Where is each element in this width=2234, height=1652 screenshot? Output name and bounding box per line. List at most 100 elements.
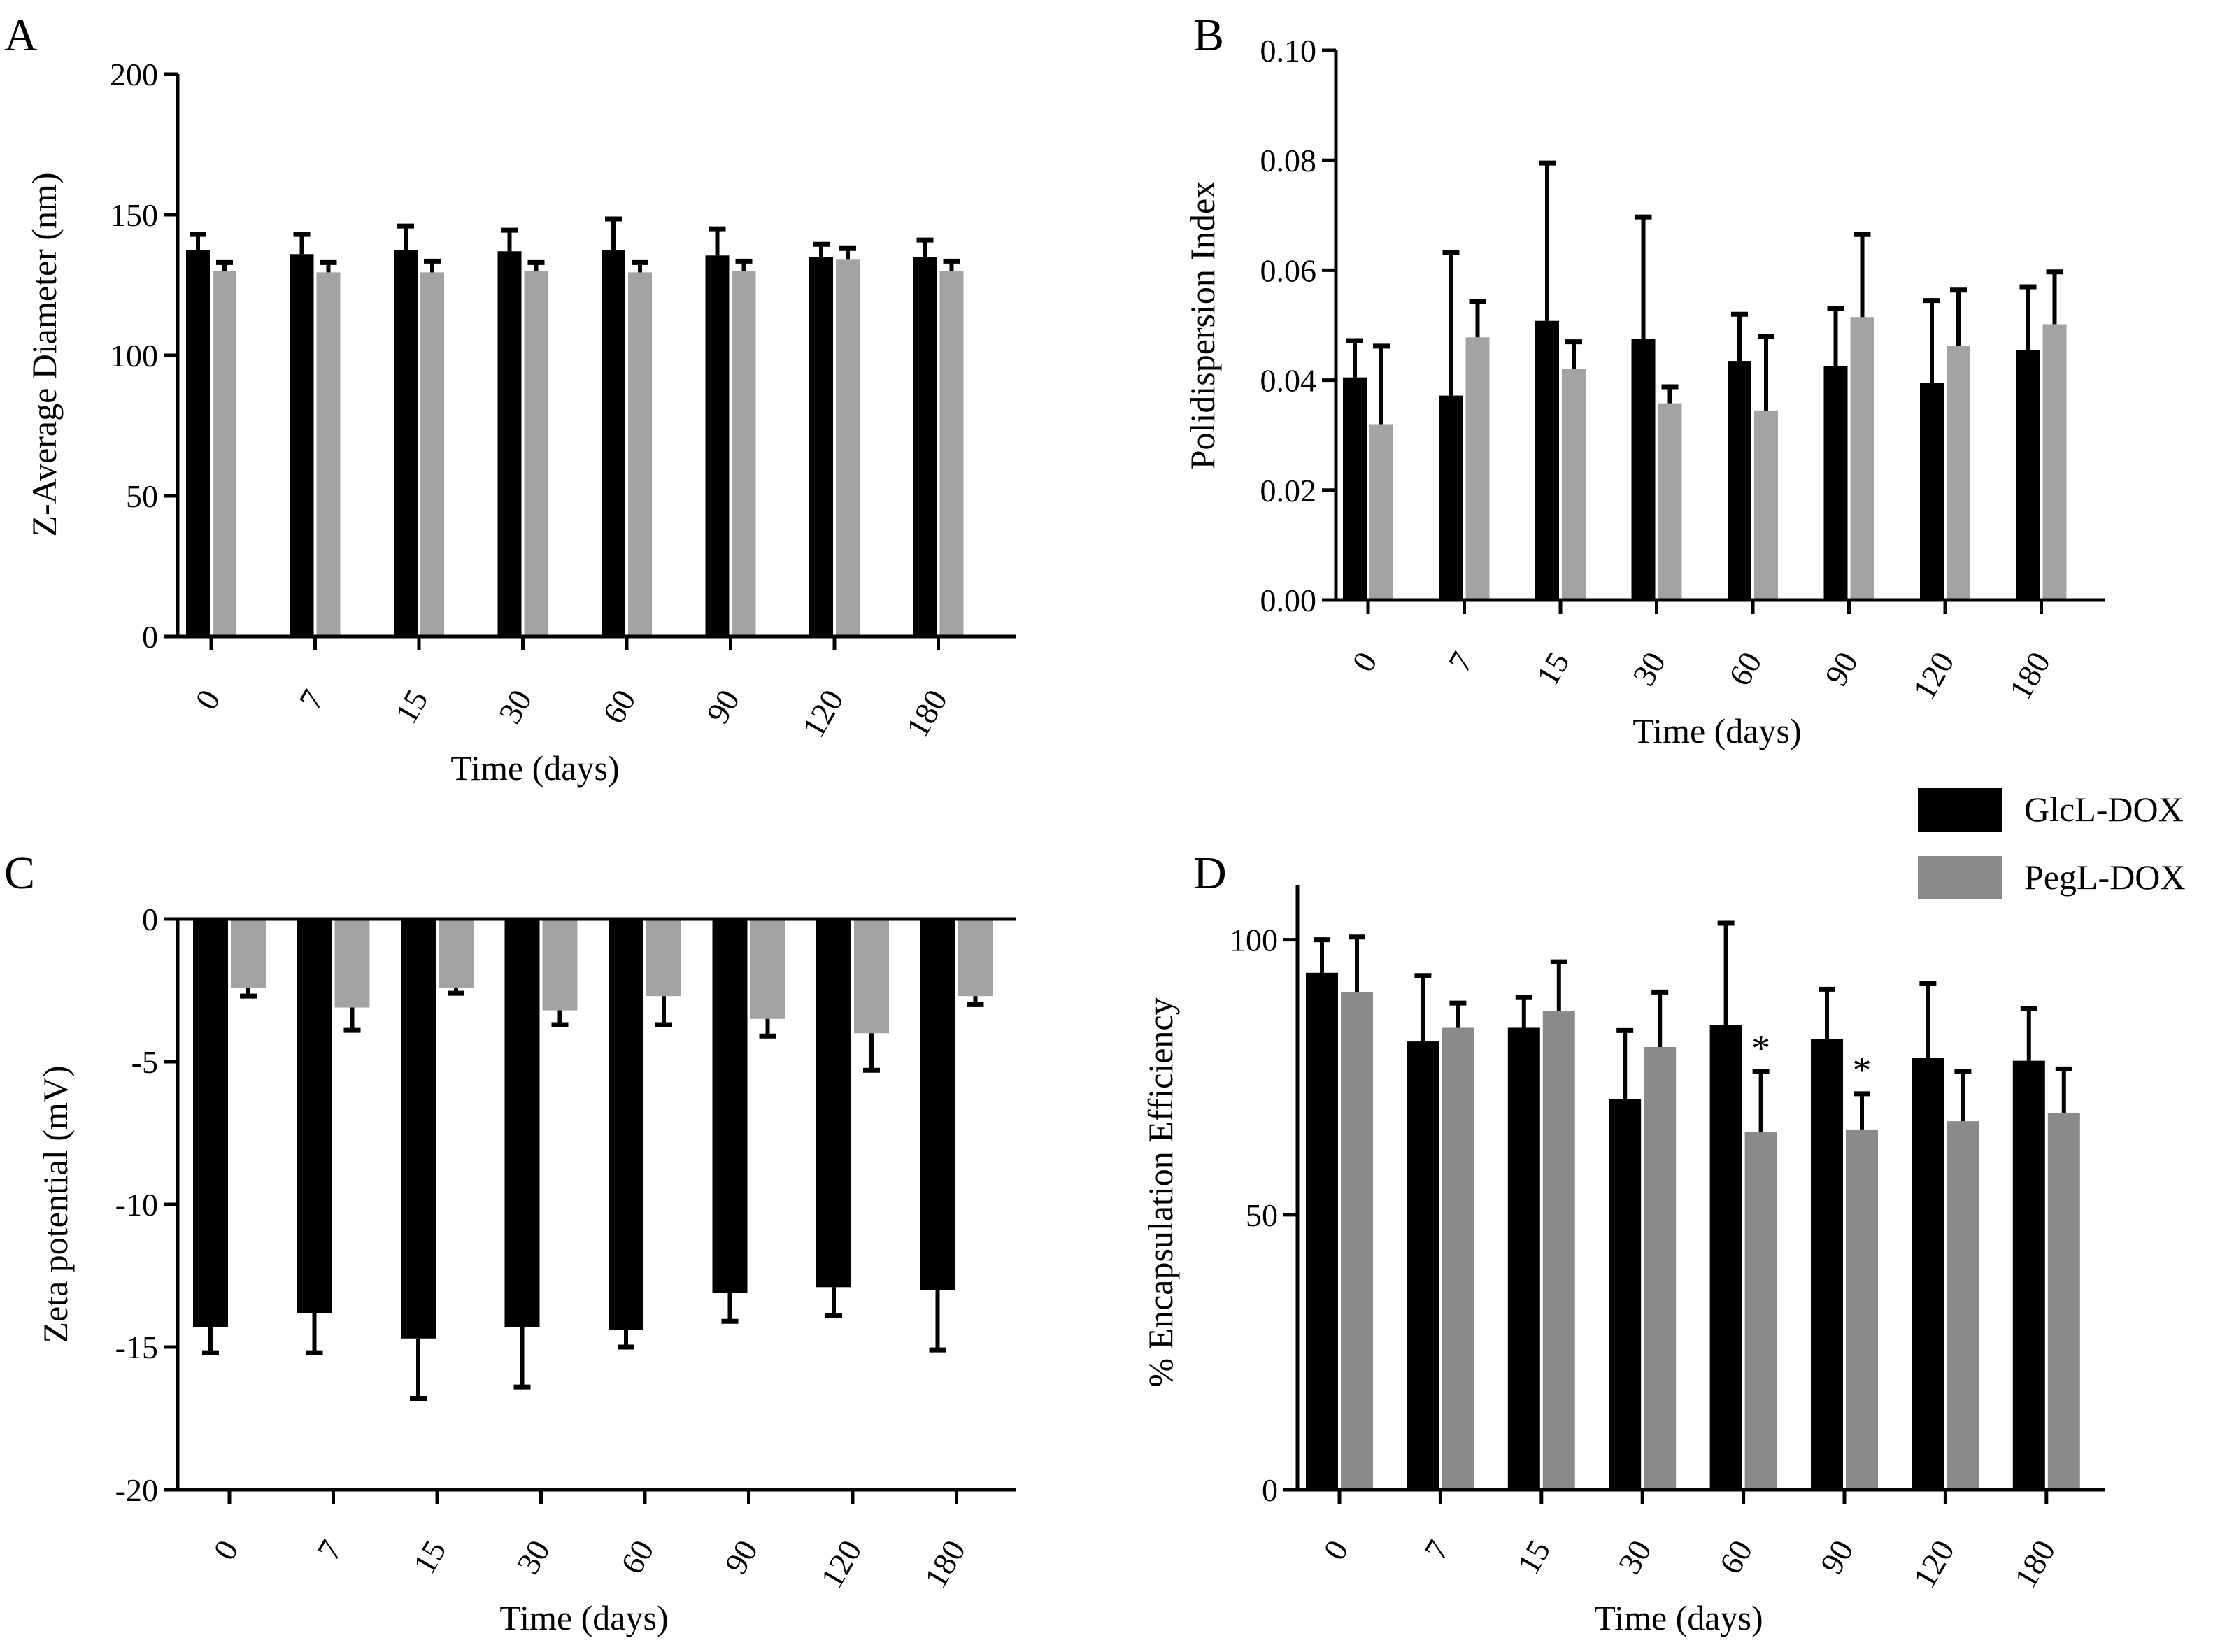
bar-glcl-dox-15 — [394, 250, 418, 636]
bar-pegl-dox-15 — [439, 919, 474, 988]
bar-glcl-dox-7 — [297, 919, 332, 1313]
chart-panel-b: B 0.00 0.02 0.04 0.06 0.08 0.10 0 7 15 30 60 90 120 18… — [1183, 10, 2105, 750]
x-axis-label: Time (days) — [1594, 1598, 1763, 1637]
x-tick-label: 0 — [188, 684, 227, 715]
x-tick-label: 180 — [917, 1534, 972, 1594]
bar-glcl-dox-120 — [809, 257, 833, 636]
y-tick-label: 0 — [1262, 1472, 1278, 1508]
bar-glcl-dox-180 — [2012, 1060, 2045, 1490]
bar-glcl-dox-90 — [712, 919, 748, 1293]
bar-glcl-dox-15 — [1535, 320, 1559, 600]
bar-pegl-dox-90 — [732, 271, 756, 636]
y-tick-label: 0 — [142, 619, 158, 655]
y-tick-label: 50 — [126, 478, 158, 514]
x-tick-label: 7 — [310, 1534, 349, 1566]
x-tick-label: 60 — [595, 684, 642, 729]
y-axis-label: % Encapsulation Efficiency — [1141, 997, 1180, 1387]
bar-pegl-dox-180 — [958, 919, 993, 997]
x-tick-label: 7 — [1417, 1534, 1456, 1566]
bar-pegl-dox-180 — [2042, 324, 2067, 600]
bar-pegl-dox-7 — [1442, 1027, 1474, 1490]
bar-pegl-dox-0 — [213, 271, 236, 636]
x-tick-label: 180 — [899, 684, 954, 743]
y-tick-label: -10 — [115, 1187, 158, 1223]
x-tick-label: 90 — [718, 1534, 764, 1580]
bar-glcl-dox-0 — [186, 250, 210, 636]
x-tick-label: 120 — [795, 684, 851, 743]
bar-pegl-dox-120 — [1947, 346, 1970, 600]
bar-pegl-dox-15 — [1542, 1011, 1575, 1490]
bar-pegl-dox-90 — [1850, 317, 1874, 600]
x-tick-label: 15 — [387, 684, 434, 729]
bar-pegl-dox-0 — [1369, 424, 1393, 600]
x-tick-label: 90 — [1813, 1534, 1860, 1580]
x-tick-label: 15 — [1529, 646, 1576, 692]
bar-glcl-dox-0 — [1306, 972, 1338, 1490]
bar-pegl-dox-0 — [1341, 992, 1373, 1490]
bar-pegl-dox-60 — [628, 272, 652, 636]
x-tick-label: 120 — [1906, 646, 1961, 706]
y-tick-label: 0.00 — [1260, 583, 1317, 618]
bar-pegl-dox-30 — [542, 919, 578, 1011]
x-tick-label: 60 — [613, 1534, 660, 1580]
bar-pegl-dox-60 — [1744, 1132, 1777, 1490]
bar-glcl-dox-7 — [1439, 395, 1463, 600]
x-tick-label: 0 — [206, 1534, 246, 1566]
bar-pegl-dox-120 — [854, 919, 889, 1034]
y-tick-label: 0.08 — [1260, 143, 1317, 178]
y-axis-label: Z-Average Diameter (nm) — [24, 172, 64, 536]
bar-glcl-dox-15 — [401, 919, 436, 1339]
bar-pegl-dox-60 — [1754, 410, 1778, 600]
bar-glcl-dox-60 — [602, 250, 625, 636]
bar-pegl-dox-15 — [1562, 369, 1586, 600]
x-tick-label: 60 — [1712, 1534, 1759, 1580]
y-tick-label: 150 — [110, 197, 158, 233]
x-tick-label: 120 — [813, 1534, 869, 1594]
y-tick-label: 0 — [142, 902, 158, 937]
bar-pegl-dox-120 — [836, 259, 860, 636]
bar-glcl-dox-7 — [1407, 1041, 1439, 1490]
bar-pegl-dox-120 — [1947, 1121, 1979, 1490]
y-tick-label: -20 — [115, 1472, 158, 1508]
panel-letter: B — [1193, 10, 1224, 61]
y-tick-label: -5 — [131, 1044, 158, 1080]
bar-glcl-dox-30 — [504, 919, 540, 1327]
x-tick-label: 180 — [2007, 1534, 2063, 1594]
x-axis-label: Time (days) — [450, 748, 619, 788]
bar-pegl-dox-90 — [750, 919, 785, 1019]
panel-letter: D — [1193, 848, 1227, 899]
legend-swatch-glcl-dox — [1918, 788, 2002, 832]
x-tick-label: 30 — [510, 1534, 557, 1580]
bar-glcl-dox-15 — [1507, 1027, 1540, 1490]
y-tick-label: 0.10 — [1260, 33, 1317, 69]
bar-glcl-dox-0 — [193, 919, 228, 1327]
x-tick-label: 7 — [292, 684, 331, 715]
bar-glcl-dox-180 — [2016, 350, 2040, 600]
x-tick-label: 30 — [492, 684, 539, 729]
x-tick-label: 180 — [2002, 646, 2057, 706]
bar-glcl-dox-7 — [290, 254, 314, 636]
bar-pegl-dox-180 — [2047, 1113, 2080, 1490]
bar-glcl-dox-60 — [609, 919, 643, 1330]
x-tick-label: 0 — [1316, 1534, 1356, 1566]
bar-pegl-dox-30 — [1644, 1046, 1677, 1490]
legend-label-pegl-dox: PegL-DOX — [2024, 857, 2186, 897]
significance-marker: * — [1751, 1027, 1770, 1069]
x-tick-label: 0 — [1345, 646, 1384, 678]
bar-glcl-dox-60 — [1728, 361, 1751, 600]
y-tick-label: 100 — [110, 338, 158, 373]
x-tick-label: 120 — [1906, 1534, 1961, 1594]
y-tick-label: -15 — [115, 1330, 158, 1365]
x-axis-label: Time (days) — [499, 1598, 668, 1637]
x-tick-label: 30 — [1625, 646, 1672, 692]
significance-marker: * — [1853, 1049, 1872, 1091]
bar-glcl-dox-30 — [1609, 1099, 1642, 1490]
y-axis-label: Zeta potential (mV) — [36, 1065, 75, 1343]
y-axis-label: Polidispersion Index — [1183, 181, 1222, 469]
x-tick-label: 90 — [699, 684, 746, 729]
chart-panel-c: C -20 -15 -10 -5 0 0 7 15 30 60 90 120 180 Time (days)… — [4, 848, 1016, 1637]
bar-pegl-dox-15 — [420, 272, 444, 636]
bar-glcl-dox-60 — [1709, 1025, 1742, 1490]
